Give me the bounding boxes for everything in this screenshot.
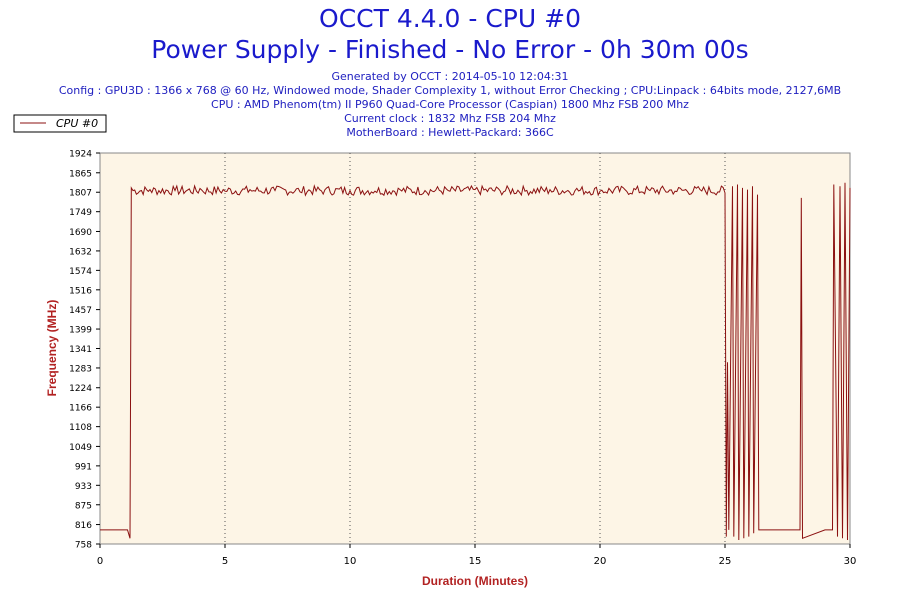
x-tick-label: 10	[344, 556, 357, 567]
chart-title: OCCT 4.4.0 - CPU #0	[319, 4, 581, 33]
y-tick-label: 1924	[69, 150, 92, 160]
x-tick-label: 25	[719, 556, 732, 567]
y-tick-label: 1108	[69, 423, 92, 433]
y-axis-label: Frequency (MHz)	[45, 300, 59, 397]
y-tick-label: 1341	[69, 345, 92, 355]
y-tick-label: 1632	[69, 247, 92, 257]
y-axis: 758 816 875 933 991 1049 1108 1166 1224 1283 1341 1…	[69, 150, 100, 551]
y-tick-label: 1049	[69, 443, 92, 453]
x-axis: 0 5 10 15 20 25 30	[97, 544, 857, 567]
y-tick-label: 1166	[69, 404, 92, 414]
info-motherboard: MotherBoard : Hewlett-Packard: 366C	[346, 126, 554, 139]
y-tick-label: 933	[75, 482, 92, 492]
y-tick-label: 1807	[69, 189, 92, 199]
y-tick-label: 1399	[69, 326, 92, 336]
y-tick-label: 816	[75, 521, 92, 531]
x-axis-label: Duration (Minutes)	[422, 574, 528, 588]
y-tick-label: 1865	[69, 169, 92, 179]
y-tick-label: 875	[75, 501, 92, 511]
info-config: Config : GPU3D : 1366 x 768 @ 60 Hz, Win…	[58, 84, 842, 97]
legend-label: CPU #0	[56, 117, 98, 130]
x-tick-label: 0	[97, 556, 103, 567]
y-tick-label: 1749	[69, 208, 92, 218]
y-tick-label: 1283	[69, 364, 92, 374]
y-tick-label: 1516	[69, 286, 92, 296]
x-tick-label: 30	[844, 556, 857, 567]
series-line-cpu0	[100, 182, 851, 541]
y-tick-label: 758	[75, 541, 92, 551]
y-tick-label: 1690	[69, 228, 92, 238]
info-current-clock: Current clock : 1832 Mhz FSB 204 Mhz	[344, 112, 556, 125]
legend-box	[13, 114, 107, 133]
y-tick-label: 1457	[69, 306, 92, 316]
info-cpu: CPU : AMD Phenom(tm) II P960 Quad-Core P…	[211, 98, 689, 111]
x-tick-label: 15	[469, 556, 482, 567]
chart-subtitle: Power Supply - Finished - No Error - 0h …	[151, 35, 749, 64]
y-tick-label: 1574	[69, 267, 92, 277]
y-tick-label: 991	[75, 462, 92, 472]
x-tick-label: 20	[594, 556, 607, 567]
info-generated: Generated by OCCT : 2014-05-10 12:04:31	[331, 70, 569, 83]
legend: CPU #0	[13, 114, 107, 133]
x-tick-label: 5	[222, 556, 228, 567]
y-tick-label: 1224	[69, 384, 92, 394]
